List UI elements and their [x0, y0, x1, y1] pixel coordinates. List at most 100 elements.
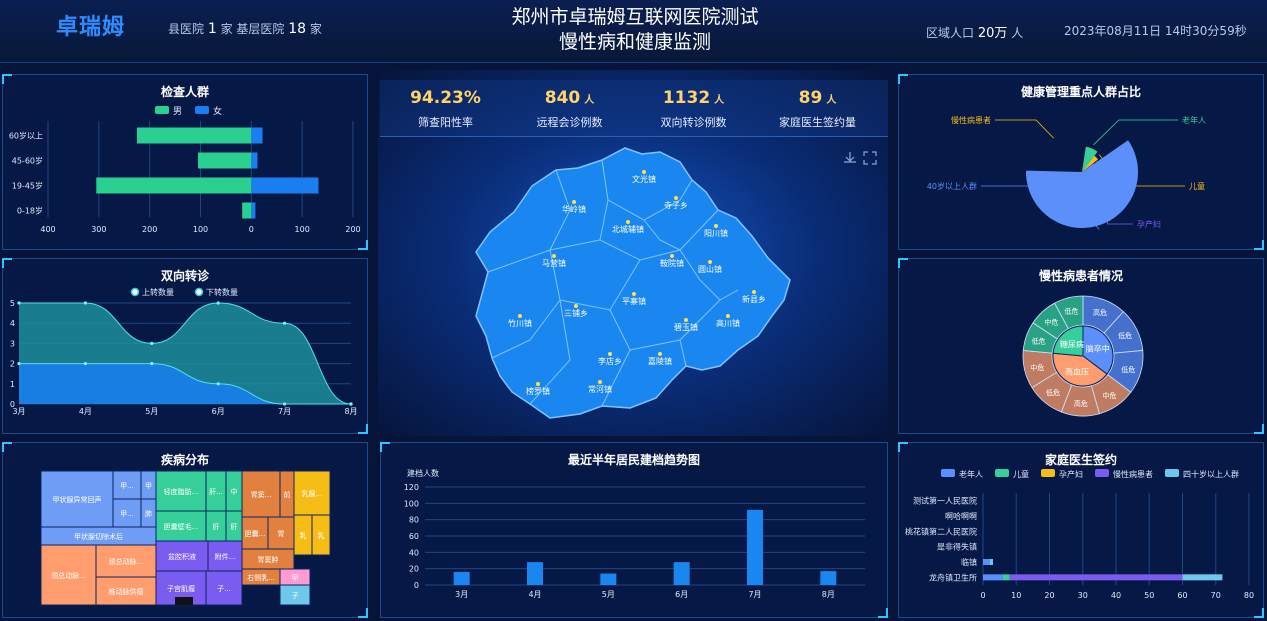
outer-label: 中危	[1103, 391, 1117, 400]
hospital-count: 县医院 1 家 基层医院 18 家	[168, 21, 322, 37]
town-label: 高川镇	[716, 318, 740, 328]
trend-title: 最近半年居民建档趋势图	[567, 453, 700, 467]
town-dot	[674, 196, 678, 200]
kpi-value: 840 人	[544, 88, 595, 108]
town-label: 嘉陵镇	[648, 356, 672, 366]
tick-label: 8月	[344, 407, 357, 416]
treemap-cell	[175, 597, 193, 605]
town-label: 华岭镇	[562, 204, 586, 214]
pie-slice	[1082, 163, 1094, 172]
tick-label: 200	[142, 225, 157, 234]
header: 卓瑞姆 县医院 1 家 基层医院 18 家 郑州市卓瑞姆互联网医院测试 慢性病和…	[0, 0, 1267, 63]
data-point	[17, 301, 21, 305]
tick-label: 6月	[212, 407, 225, 416]
tick-label: 200	[345, 225, 360, 234]
inner-label: 脑卒中	[1086, 344, 1110, 354]
category-label: 啊哈啊啊	[945, 511, 977, 521]
data-point	[216, 301, 220, 305]
disease-title: 疾病分布	[160, 453, 209, 467]
trend-chart: 建档人数 0 20 40 60 80 100 120 3月 4月 5月 6月 7月 8月	[404, 468, 865, 599]
town-dot	[714, 224, 718, 228]
treemap-label: 甲	[292, 574, 299, 582]
slice-label: 老年人	[1182, 115, 1206, 125]
town-dot	[518, 314, 522, 318]
legend-swatch	[195, 106, 209, 114]
data-point	[283, 321, 287, 325]
disease-panel: 疾病分布 甲状腺异常回声 甲... 甲甲... 肺甲状腺切除术后 颈总动脉... 颈总动脉…	[2, 442, 368, 618]
treemap-label: 甲...	[120, 482, 134, 490]
bar	[673, 562, 690, 585]
tick-label: 300	[91, 225, 106, 234]
category-label: 0-18岁	[17, 206, 43, 216]
data-point	[349, 402, 353, 406]
treemap-cell	[279, 584, 311, 606]
outer-slice	[1054, 295, 1084, 330]
chronic-title: 慢性病患者情况	[1038, 269, 1123, 283]
treemap-cell	[267, 516, 295, 550]
referral-chart: 上转数量 下转数量 0 1 2 3 4 5 3月 4月 5月 6月 7月 8月	[10, 287, 358, 416]
fullscreen-icon[interactable]	[863, 151, 877, 165]
bar-segment	[989, 559, 993, 565]
kpi-card: 840 人远程会诊例数	[508, 84, 631, 134]
town-dot	[574, 304, 578, 308]
tick-label: 50	[1144, 591, 1154, 600]
legend-label: 慢性病患者	[1113, 469, 1153, 479]
tick-label: 20	[1044, 591, 1054, 600]
kpi-value: 94.23%	[410, 88, 481, 108]
tick-label: 7月	[278, 407, 291, 416]
legend-swatch	[1165, 469, 1179, 477]
kpi-unit: 人	[826, 95, 837, 106]
treemap-label: 子宫肌瘤	[167, 584, 195, 593]
tick-label: 100	[193, 225, 208, 234]
tick-label: 3	[10, 339, 15, 348]
leader-line	[1093, 119, 1178, 146]
treemap-cell	[40, 544, 97, 606]
kpi-label: 家庭医生签约量	[779, 116, 856, 129]
outer-label: 低危	[1046, 388, 1060, 397]
town-label: 文光镇	[632, 174, 656, 184]
town-label: 常河镇	[588, 384, 612, 394]
download-icon[interactable]	[844, 152, 856, 163]
treemap-label: 盆腔积液	[168, 552, 196, 561]
town-dot	[684, 318, 688, 322]
treemap-cell	[95, 544, 157, 578]
outer-label: 中危	[1044, 317, 1058, 326]
axis-title: 建档人数	[407, 468, 439, 478]
inner-label: 高血压	[1065, 366, 1089, 376]
category-label: 桃花镇第二人民医院	[905, 526, 977, 536]
data-point	[83, 362, 87, 366]
district-border	[549, 169, 571, 251]
bar	[197, 152, 252, 169]
leader-line	[981, 185, 1100, 230]
family-title: 家庭医生签约	[1044, 453, 1117, 467]
inner-slice	[1082, 325, 1114, 375]
kpi-card: 94.23% 筛查阳性率	[384, 84, 507, 134]
bar	[600, 573, 617, 585]
town-dot	[632, 292, 636, 296]
data-point	[17, 362, 21, 366]
bar	[136, 127, 252, 144]
treemap-label: 前	[284, 490, 291, 499]
county-outline	[475, 147, 791, 419]
tick-label: 5月	[602, 590, 615, 599]
town-dot	[670, 254, 674, 258]
kpi-label: 筛查阳性率	[418, 116, 473, 129]
treemap-cell	[40, 470, 114, 528]
leader-line	[995, 119, 1054, 139]
keypop-panel: 健康管理重点人群占比 老年人 儿童 孕产妇 40岁以上人群 慢性病患者	[898, 74, 1264, 250]
legend-label: 老年人	[959, 469, 983, 479]
legend-marker	[194, 287, 204, 297]
town-label: 榜罗镇	[526, 386, 550, 396]
treemap-label: 胃窦肿	[258, 555, 279, 564]
legend-label: 儿童	[1013, 469, 1029, 479]
tick-label: 8月	[822, 590, 835, 599]
legend-swatch	[995, 469, 1009, 477]
tick-label: 40	[1111, 591, 1121, 600]
bar-segment	[1009, 574, 1183, 581]
town-label: 阳川镇	[704, 228, 728, 238]
legend-swatch	[1095, 469, 1109, 477]
referral-panel: 双向转诊 上转数量 下转数量 0 1 2 3 4 5 3月 4月 5月 6月 7月 8月	[2, 258, 368, 434]
slice-label: 慢性病患者	[951, 115, 991, 125]
treemap-cell	[293, 470, 331, 516]
